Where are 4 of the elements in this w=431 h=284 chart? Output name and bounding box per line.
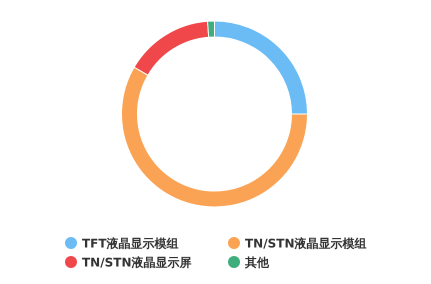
legend-label: TN/STN液晶显示模组 — [245, 236, 366, 250]
legend-label: TFT液晶显示模组 — [82, 236, 179, 250]
legend-label: TN/STN液晶显示屏 — [82, 256, 192, 270]
legend-label: 其他 — [244, 256, 270, 270]
